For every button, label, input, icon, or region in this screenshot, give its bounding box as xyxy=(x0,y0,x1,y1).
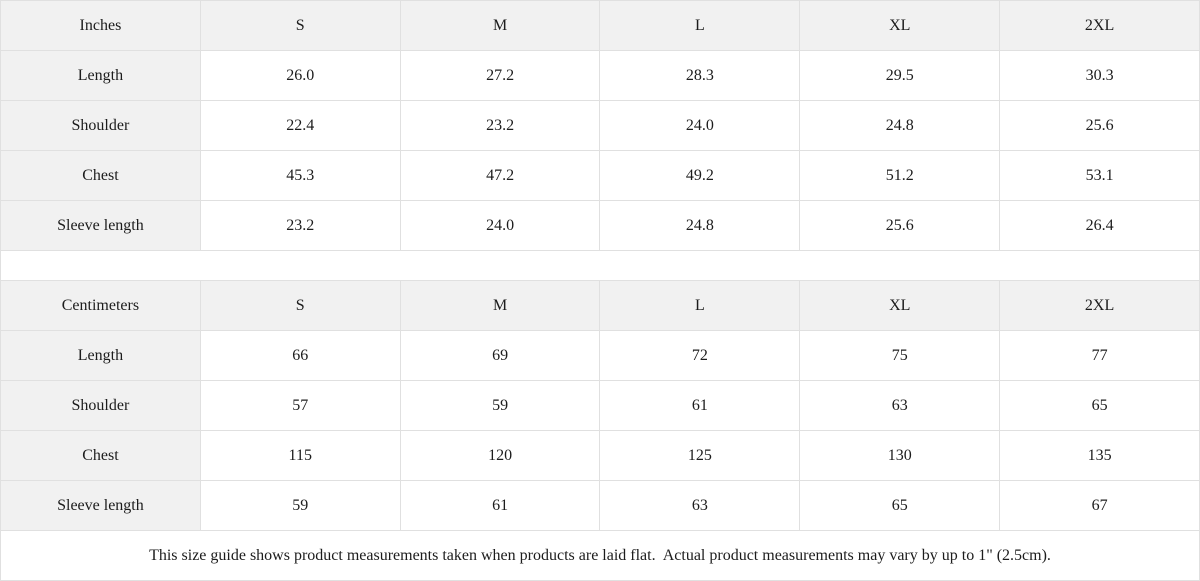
row-label-cell: Sleeve length xyxy=(0,200,201,251)
value-cell: 65 xyxy=(799,480,1001,531)
value-cell: 53.1 xyxy=(999,150,1200,201)
centimeters-table: Centimeters S M L XL 2XL Length 66 69 72… xyxy=(0,280,1200,531)
row-label-cell: Length xyxy=(0,330,201,381)
footer-note: This size guide shows product measuremen… xyxy=(0,531,1200,581)
value-cell: 25.6 xyxy=(999,100,1200,151)
row-label-cell: Shoulder xyxy=(0,380,201,431)
size-header-cell: M xyxy=(399,280,601,331)
value-cell: 26.0 xyxy=(199,50,401,101)
value-cell: 45.3 xyxy=(199,150,401,201)
row-label-cell: Length xyxy=(0,50,201,101)
value-cell: 30.3 xyxy=(999,50,1200,101)
table-row: Sleeve length 59 61 63 65 67 xyxy=(0,480,1200,531)
value-cell: 27.2 xyxy=(399,50,601,101)
value-cell: 120 xyxy=(399,430,601,481)
value-cell: 67 xyxy=(999,480,1200,531)
size-header-cell: M xyxy=(399,0,601,51)
table-row: Shoulder 57 59 61 63 65 xyxy=(0,380,1200,431)
value-cell: 77 xyxy=(999,330,1200,381)
row-label-cell: Sleeve length xyxy=(0,480,201,531)
value-cell: 63 xyxy=(799,380,1001,431)
unit-header-cell: Inches xyxy=(0,0,201,51)
unit-header-cell: Centimeters xyxy=(0,280,201,331)
table-row: Chest 115 120 125 130 135 xyxy=(0,430,1200,481)
value-cell: 24.0 xyxy=(599,100,801,151)
value-cell: 130 xyxy=(799,430,1001,481)
value-cell: 125 xyxy=(599,430,801,481)
size-header-cell: L xyxy=(599,280,801,331)
value-cell: 23.2 xyxy=(199,200,401,251)
size-header-cell: S xyxy=(199,0,401,51)
value-cell: 135 xyxy=(999,430,1200,481)
value-cell: 59 xyxy=(199,480,401,531)
size-header-cell: S xyxy=(199,280,401,331)
value-cell: 47.2 xyxy=(399,150,601,201)
table-row: Length 26.0 27.2 28.3 29.5 30.3 xyxy=(0,50,1200,101)
value-cell: 72 xyxy=(599,330,801,381)
value-cell: 24.0 xyxy=(399,200,601,251)
size-header-cell: XL xyxy=(799,0,1001,51)
size-header-cell: XL xyxy=(799,280,1001,331)
value-cell: 26.4 xyxy=(999,200,1200,251)
row-label-cell: Chest xyxy=(0,430,201,481)
value-cell: 61 xyxy=(599,380,801,431)
value-cell: 69 xyxy=(399,330,601,381)
table-row: Sleeve length 23.2 24.0 24.8 25.6 26.4 xyxy=(0,200,1200,251)
value-cell: 24.8 xyxy=(799,100,1001,151)
size-header-cell: L xyxy=(599,0,801,51)
value-cell: 49.2 xyxy=(599,150,801,201)
row-label-cell: Chest xyxy=(0,150,201,201)
value-cell: 24.8 xyxy=(599,200,801,251)
value-cell: 59 xyxy=(399,380,601,431)
value-cell: 22.4 xyxy=(199,100,401,151)
size-header-cell: 2XL xyxy=(999,0,1200,51)
value-cell: 115 xyxy=(199,430,401,481)
row-label-cell: Shoulder xyxy=(0,100,201,151)
value-cell: 29.5 xyxy=(799,50,1001,101)
value-cell: 63 xyxy=(599,480,801,531)
table-header-row: Centimeters S M L XL 2XL xyxy=(0,280,1200,331)
value-cell: 23.2 xyxy=(399,100,601,151)
value-cell: 57 xyxy=(199,380,401,431)
value-cell: 25.6 xyxy=(799,200,1001,251)
size-header-cell: 2XL xyxy=(999,280,1200,331)
table-spacer xyxy=(0,251,1200,280)
value-cell: 28.3 xyxy=(599,50,801,101)
value-cell: 51.2 xyxy=(799,150,1001,201)
table-row: Length 66 69 72 75 77 xyxy=(0,330,1200,381)
inches-table: Inches S M L XL 2XL Length 26.0 27.2 28.… xyxy=(0,0,1200,251)
table-row: Chest 45.3 47.2 49.2 51.2 53.1 xyxy=(0,150,1200,201)
value-cell: 61 xyxy=(399,480,601,531)
value-cell: 65 xyxy=(999,380,1200,431)
table-header-row: Inches S M L XL 2XL xyxy=(0,0,1200,51)
value-cell: 66 xyxy=(199,330,401,381)
table-row: Shoulder 22.4 23.2 24.0 24.8 25.6 xyxy=(0,100,1200,151)
value-cell: 75 xyxy=(799,330,1001,381)
